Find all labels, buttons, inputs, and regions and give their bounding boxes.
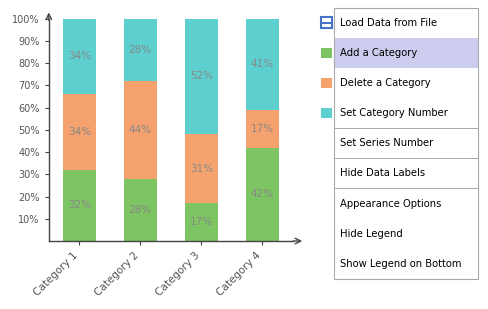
- Bar: [62, 170, 96, 241]
- Text: Show Legend on Bottom: Show Legend on Bottom: [340, 259, 462, 269]
- Text: Delete a Category: Delete a Category: [340, 78, 431, 88]
- Text: Appearance Options: Appearance Options: [340, 199, 442, 209]
- Text: 28%: 28%: [129, 205, 152, 215]
- Text: 28%: 28%: [129, 45, 152, 55]
- Text: 41%: 41%: [251, 59, 274, 69]
- Bar: [123, 19, 157, 81]
- Bar: [245, 110, 279, 148]
- Bar: [184, 19, 218, 134]
- Text: Set Series Number: Set Series Number: [340, 138, 433, 148]
- Bar: [62, 94, 96, 170]
- Bar: [62, 19, 96, 94]
- Text: 32%: 32%: [68, 201, 91, 210]
- Text: 17%: 17%: [190, 217, 213, 227]
- Text: 31%: 31%: [190, 164, 213, 174]
- Text: Set Category Number: Set Category Number: [340, 108, 448, 118]
- Text: 44%: 44%: [129, 125, 152, 135]
- Text: Hide Data Labels: Hide Data Labels: [340, 168, 425, 178]
- Bar: [184, 134, 218, 203]
- Bar: [123, 81, 157, 179]
- Bar: [245, 148, 279, 241]
- Text: 42%: 42%: [251, 189, 274, 199]
- Text: 34%: 34%: [68, 51, 91, 61]
- Text: Load Data from File: Load Data from File: [340, 18, 437, 28]
- Text: Hide Legend: Hide Legend: [340, 229, 403, 239]
- Text: 34%: 34%: [68, 127, 91, 137]
- Bar: [245, 19, 279, 110]
- Bar: [184, 203, 218, 241]
- Text: 52%: 52%: [190, 71, 213, 81]
- Text: Add a Category: Add a Category: [340, 48, 417, 58]
- Text: 17%: 17%: [251, 124, 274, 134]
- Bar: [123, 179, 157, 241]
